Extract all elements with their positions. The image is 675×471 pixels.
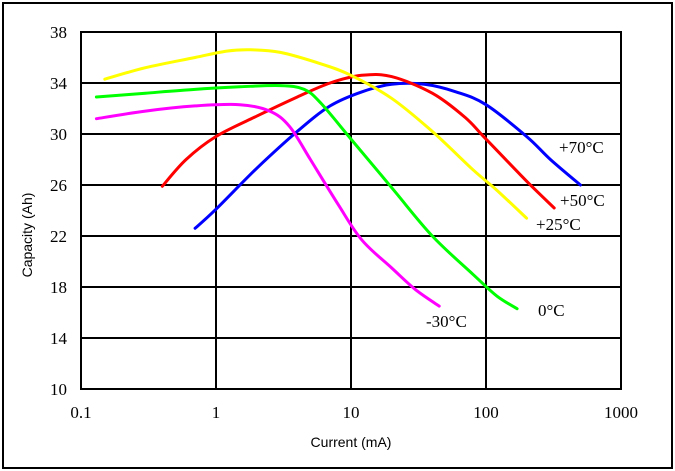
x-tick-labels: 0.1 1 10 100 1000 [70, 403, 638, 422]
series-labels: +70°C +50°C +25°C 0°C -30°C [426, 138, 605, 331]
y-tick-label: 18 [50, 278, 67, 297]
plot-area-border [80, 31, 622, 390]
x-tick-label: 0.1 [70, 403, 91, 422]
y-tick-label: 38 [50, 23, 67, 42]
y-tick-label: 26 [50, 176, 67, 195]
series-lines [94, 48, 582, 311]
series-label-plus25: +25°C [536, 215, 581, 234]
y-tick-label: 34 [50, 74, 68, 93]
series-line-0 [193, 81, 582, 230]
x-tick-label: 100 [473, 403, 499, 422]
series-line-4 [94, 102, 441, 308]
x-axis-label: Current (mA) [311, 434, 392, 450]
y-tick-label: 10 [50, 380, 67, 399]
series-label-0: 0°C [538, 301, 565, 320]
y-tick-label: 22 [50, 227, 67, 246]
x-tick-label: 10 [343, 403, 360, 422]
x-tick-label: 1 [212, 403, 221, 422]
series-line-2 [103, 48, 529, 220]
series-label-plus50: +50°C [560, 191, 605, 210]
series-label-minus30: -30°C [426, 312, 467, 331]
y-axis-label: Capacity (Ah) [19, 193, 35, 278]
series-line-3 [94, 83, 519, 311]
y-tick-label: 14 [50, 329, 68, 348]
series-label-plus70: +70°C [559, 138, 604, 157]
y-tick-label: 30 [50, 125, 67, 144]
y-tick-labels: 10 14 18 22 26 30 34 38 [50, 23, 68, 399]
grid-lines [81, 32, 621, 389]
x-tick-label: 1000 [604, 403, 638, 422]
series-line-1 [160, 72, 556, 210]
